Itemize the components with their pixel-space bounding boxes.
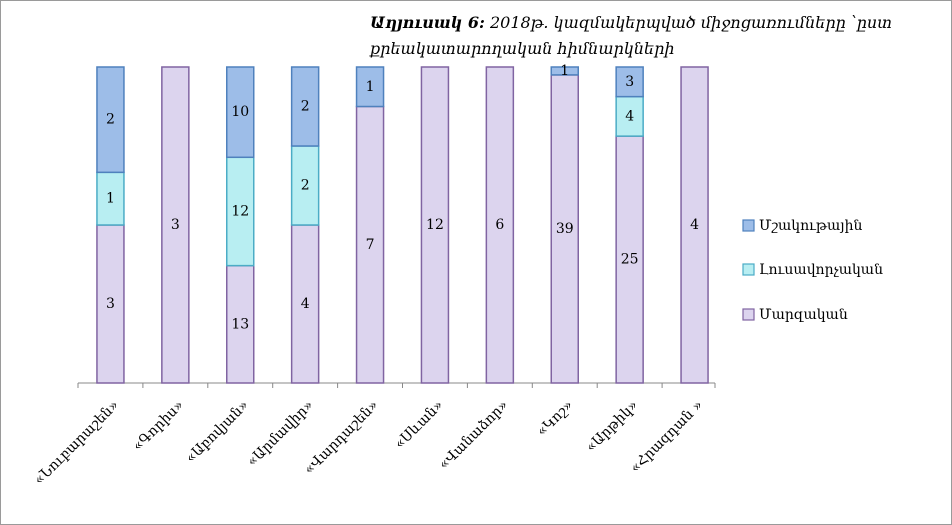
data-label: 1	[366, 79, 375, 95]
bar-segment	[96, 224, 125, 384]
bar-segment	[355, 66, 385, 108]
x-tick-label: «Արթիկ»	[583, 397, 641, 455]
data-label: 4	[301, 296, 310, 312]
bar-segment	[226, 156, 255, 267]
x-tick-label: «Վանաձոր»	[436, 397, 511, 472]
bar-segment	[290, 66, 320, 147]
bar-segment	[615, 66, 644, 98]
x-tick-label: «Կոշ»	[534, 397, 576, 439]
data-label: 12	[426, 217, 444, 233]
bar-segment	[226, 66, 255, 159]
data-label: 2	[301, 99, 310, 115]
data-label: 2	[301, 178, 310, 194]
bar-segment	[550, 74, 579, 384]
title-prefix: Աղյուսակ 6:	[370, 13, 485, 32]
data-label: 10	[231, 104, 249, 120]
bar-segment	[420, 66, 450, 384]
data-label: 12	[231, 203, 249, 219]
bar-segment	[550, 66, 579, 76]
legend-swatch	[742, 219, 755, 232]
bar-segment	[485, 66, 515, 384]
legend-swatch	[742, 263, 755, 276]
data-label: 2	[106, 112, 115, 128]
bar-segment	[161, 66, 190, 384]
legend-swatch	[742, 308, 755, 321]
bar-segment	[96, 171, 125, 226]
data-label: 1	[560, 63, 569, 79]
bar-segment	[96, 66, 125, 174]
data-label: 4	[625, 108, 634, 124]
data-label: 13	[231, 316, 249, 332]
legend-label: Լուսավորչական	[759, 262, 883, 278]
data-label: 25	[621, 252, 639, 268]
legend-label: Մարզական	[759, 307, 848, 323]
data-label: 6	[495, 217, 504, 233]
x-tick-label: «Նուբարաշեն»	[31, 397, 122, 488]
bar-segment	[355, 105, 385, 384]
x-tick-label: «Աբովյան»	[183, 397, 252, 466]
title-text: 2018թ. կազմակերպված միջոցառումները ՝ըստ …	[370, 13, 893, 58]
bar-segment	[290, 145, 320, 226]
x-tick-label: «Գորիս»	[130, 397, 187, 454]
data-label: 3	[106, 296, 115, 312]
data-label: 3	[625, 74, 634, 90]
bar-segment	[226, 264, 255, 384]
bar-segment	[290, 224, 320, 384]
data-label: 4	[690, 217, 699, 233]
data-label: 1	[106, 191, 115, 207]
x-tick-label: «Սևան»	[392, 397, 447, 452]
legend-label: Մշակութային	[759, 218, 863, 234]
chart-title: Աղյուսակ 6: 2018թ. կազմակերպված միջոցառո…	[370, 10, 940, 62]
data-label: 7	[366, 237, 375, 253]
bar-segment	[680, 66, 709, 384]
data-label: 39	[556, 221, 574, 237]
data-label: 3	[171, 217, 180, 233]
x-tick-label: «Արմավիր»	[244, 397, 316, 469]
